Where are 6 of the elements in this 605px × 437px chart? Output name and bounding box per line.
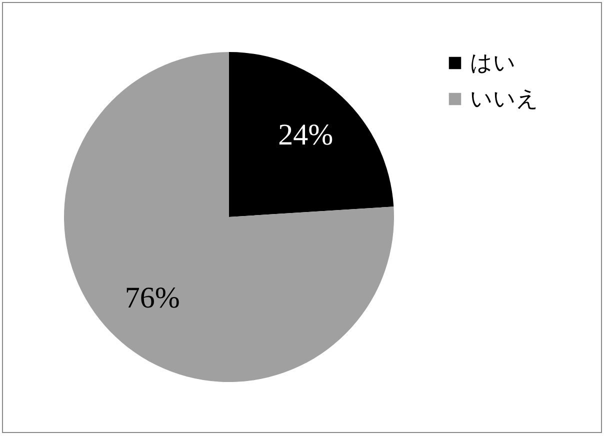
legend-label: いいえ (470, 87, 539, 112)
pie-slice (229, 52, 394, 217)
data-label: 76% (124, 282, 180, 315)
pie-slice (64, 52, 394, 382)
legend-label: はい (470, 51, 516, 76)
data-label: 24% (278, 118, 334, 152)
